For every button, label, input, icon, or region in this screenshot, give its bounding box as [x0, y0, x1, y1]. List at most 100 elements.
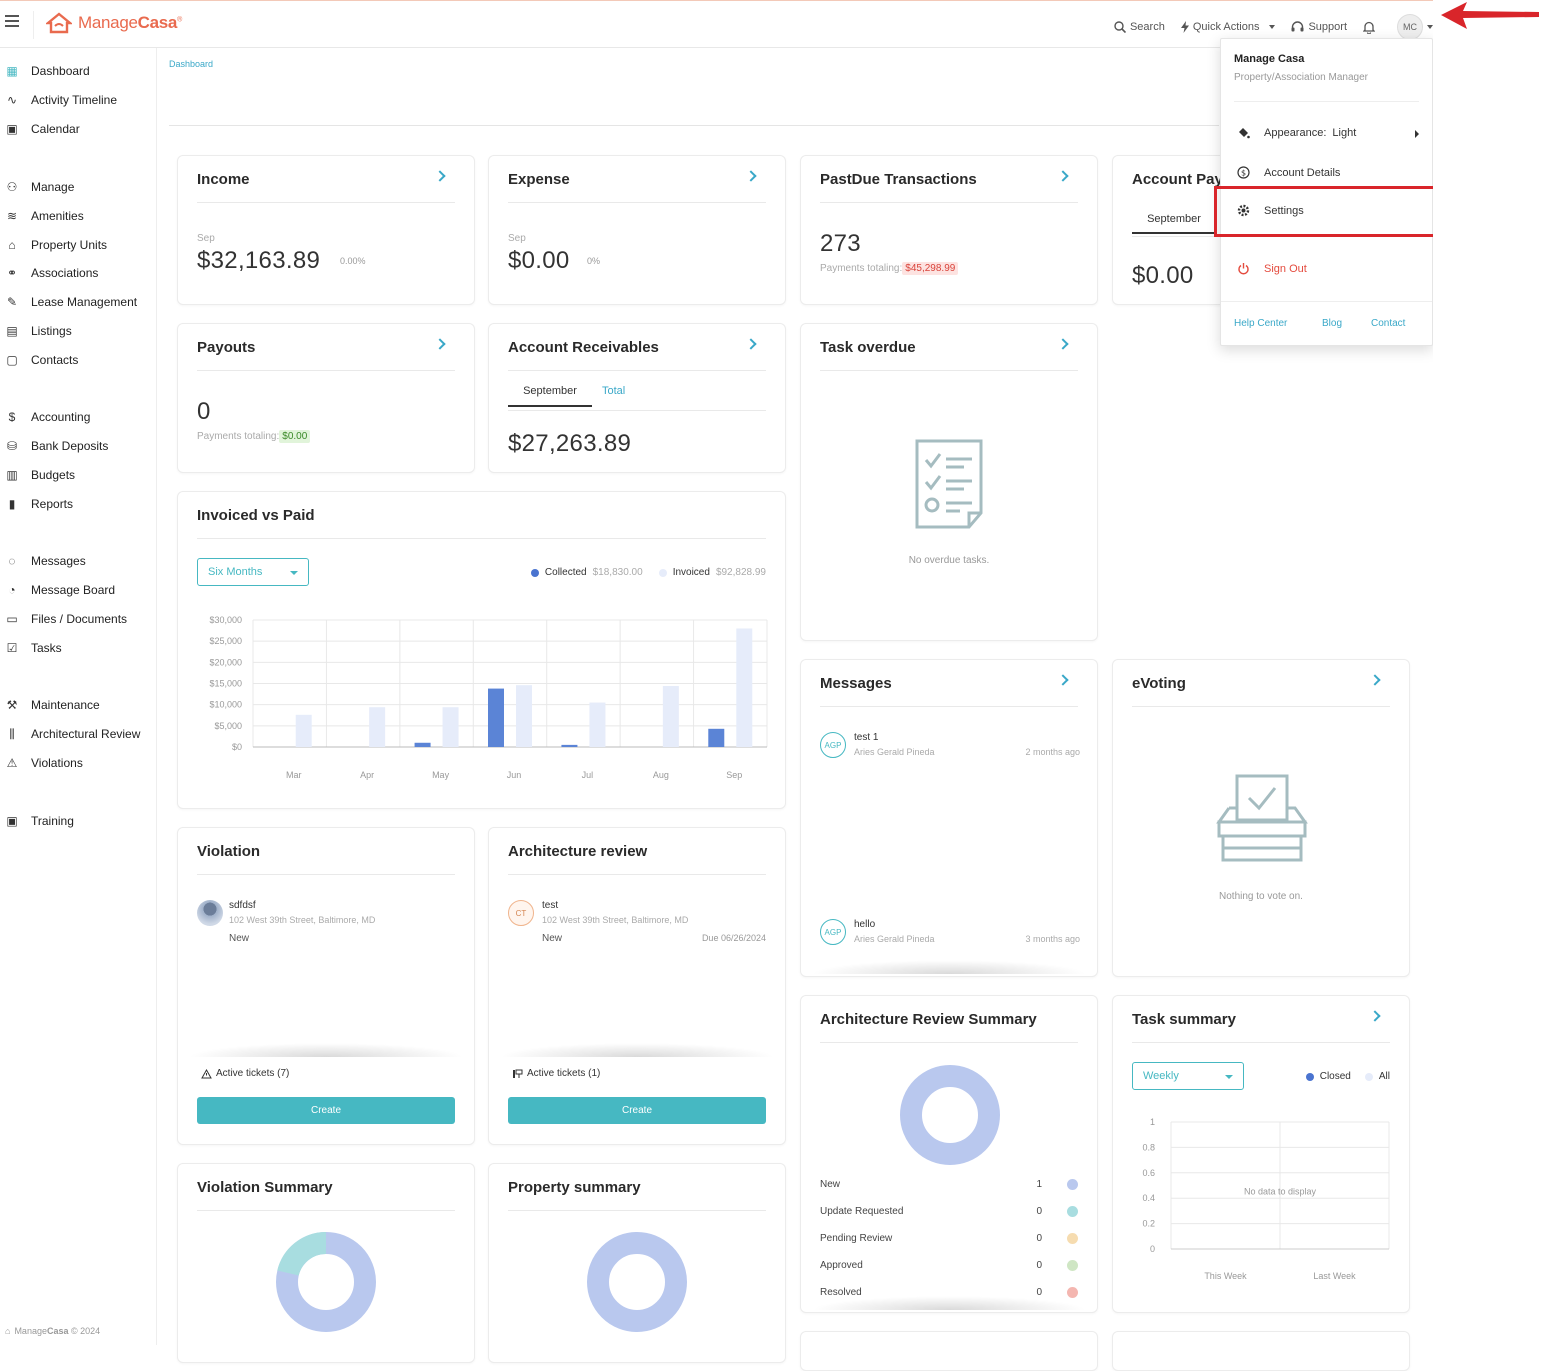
listing-icon: ▤ — [6, 324, 18, 338]
search-button[interactable]: Search — [1114, 21, 1165, 33]
payouts-count: 0 — [197, 398, 211, 425]
sidebar-item-lease-management[interactable]: ✎ Lease Management — [5, 293, 137, 311]
sidebar-item-budgets[interactable]: ▥ Budgets — [5, 466, 75, 484]
help-center-link[interactable]: Help Center — [1234, 318, 1288, 329]
avatar: AGP — [820, 732, 846, 758]
sidebar-item-message-board[interactable]: ◔ Message Board — [5, 581, 115, 599]
sidebar-item-activity-timeline[interactable]: ∿ Activity Timeline — [5, 91, 117, 109]
contacts-icon: ▢ — [6, 353, 18, 367]
period-select[interactable]: Six Months — [197, 558, 309, 586]
property-summary-card: Property summary — [488, 1163, 786, 1363]
messages-card[interactable]: Messages AGP test 1 Aries Gerald Pineda … — [800, 659, 1098, 977]
sidebar-item-messages[interactable]: ◌ Messages — [5, 552, 85, 570]
violation-name[interactable]: sdfdsf — [229, 900, 256, 911]
architecture-review-card[interactable]: Architecture review CT test 102 West 39t… — [488, 827, 786, 1145]
receivables-card[interactable]: Account Receivables September Total $27,… — [488, 323, 786, 473]
appearance-value: Light — [1332, 127, 1357, 139]
sidebar-item-property-units[interactable]: ⌂ Property Units — [5, 236, 107, 254]
chevron-right-icon[interactable] — [434, 338, 446, 350]
sidebar-item-label: Calendar — [31, 122, 80, 136]
legend-dot-closed — [1305, 1072, 1314, 1081]
sidebar-item-associations[interactable]: ⚭ Associations — [5, 264, 98, 282]
sidebar-item-dashboard[interactable]: ▦ Dashboard — [5, 62, 89, 80]
avatar-chevron-icon[interactable] — [1427, 25, 1433, 29]
tab-september[interactable]: September — [508, 385, 592, 407]
y-tick-label: $15,000 — [209, 679, 242, 689]
sidebar-item-label: Property Units — [31, 238, 108, 252]
chevron-right-icon[interactable] — [745, 338, 757, 350]
message-item[interactable]: AGP test 1 Aries Gerald Pineda 2 months … — [820, 732, 1080, 762]
expense-card[interactable]: Expense Sep $0.00 0% — [488, 155, 786, 305]
contact-link[interactable]: Contact — [1371, 318, 1406, 329]
sidebar-item-tasks[interactable]: ☑ Tasks — [5, 639, 62, 657]
appearance-menu-item[interactable]: Appearance: Light — [1237, 127, 1419, 139]
active-tickets-label: Active tickets (1) — [527, 1068, 601, 1079]
sidebar-item-maintenance[interactable]: ⚒ Maintenance — [5, 696, 100, 714]
y-tick-label: $30,000 — [209, 615, 242, 625]
account-details-menu-item[interactable]: $ Account Details — [1237, 166, 1340, 179]
pool-icon: ≋ — [6, 209, 18, 223]
chevron-right-icon[interactable] — [434, 170, 446, 182]
sidebar-item-bank-deposits[interactable]: ⛁ Bank Deposits — [5, 437, 108, 455]
chevron-right-icon[interactable] — [745, 170, 757, 182]
chevron-right-icon[interactable] — [1369, 674, 1381, 686]
card-title: Invoiced vs Paid — [197, 507, 315, 524]
card-title: Account Receivables — [508, 339, 659, 356]
pastdue-card[interactable]: PastDue Transactions 273 Payments totali… — [800, 155, 1098, 305]
create-arch-button[interactable]: Create — [508, 1097, 766, 1124]
sidebar-item-manage[interactable]: ⚇ Manage — [5, 178, 75, 196]
notifications-button[interactable] — [1363, 21, 1375, 34]
income-card[interactable]: Income Sep $32,163.89 0.00% — [177, 155, 475, 305]
training-icon: ▣ — [6, 814, 18, 828]
bar-invoiced — [369, 707, 386, 747]
sidebar-item-architectural-review[interactable]: ⫼ Architectural Review — [5, 725, 140, 743]
manage-icon: ⚇ — [6, 180, 18, 194]
quick-actions-button[interactable]: Quick Actions — [1180, 21, 1276, 33]
y-tick-label: 1 — [1150, 1117, 1155, 1127]
settings-menu-item[interactable]: Settings — [1237, 204, 1304, 217]
violation-card[interactable]: Violation sdfdsf 102 West 39th Street, B… — [177, 827, 475, 1145]
brand-logo[interactable]: ManageCasa® — [46, 12, 182, 34]
annotation-margin — [1433, 0, 1541, 1345]
task-period-select[interactable]: Weekly — [1132, 1062, 1244, 1090]
blog-link[interactable]: Blog — [1322, 318, 1343, 329]
sidebar-item-calendar[interactable]: ▣ Calendar — [5, 120, 80, 138]
menu-icon[interactable] — [5, 15, 19, 27]
chevron-right-icon[interactable] — [1057, 170, 1069, 182]
tab-total[interactable]: Total — [602, 385, 626, 397]
donut-slice-secondary — [277, 1231, 327, 1277]
sidebar-item-amenities[interactable]: ≋ Amenities — [5, 207, 84, 225]
sidebar-item-violations[interactable]: ⚠ Violations — [5, 754, 83, 772]
sidebar-item-listings[interactable]: ▤ Listings — [5, 322, 71, 340]
legend-collected-label: Collected — [544, 567, 587, 578]
task-summary-card[interactable]: Task summary Weekly Closed All 0 0.2 0.4 0.… — [1112, 995, 1410, 1313]
task-overdue-card[interactable]: Task overdue No overdue tasks. — [800, 323, 1098, 641]
chevron-right-icon[interactable] — [1369, 1010, 1381, 1022]
sidebar-item-training[interactable]: ▣ Training — [5, 812, 74, 830]
sidebar-item-files-documents[interactable]: ▭ Files / Documents — [5, 610, 127, 628]
message-item[interactable]: AGP hello Aries Gerald Pineda 3 months a… — [820, 919, 1080, 949]
create-violation-button[interactable]: Create — [197, 1097, 455, 1124]
sidebar-item-contacts[interactable]: ▢ Contacts — [5, 351, 78, 369]
payouts-card[interactable]: Payouts 0 Payments totaling: $0.00 — [177, 323, 475, 473]
chevron-right-icon[interactable] — [1057, 338, 1069, 350]
active-tickets[interactable]: Active tickets (1) — [512, 1068, 600, 1079]
sidebar-item-label: Contacts — [31, 353, 79, 367]
tab-september[interactable]: September — [1132, 213, 1216, 234]
chevron-right-icon[interactable] — [1057, 674, 1069, 686]
sidebar-item-label: Architectural Review — [31, 727, 141, 741]
user-avatar[interactable]: MC — [1397, 14, 1423, 40]
legend-closed-label: Closed — [1319, 1071, 1351, 1082]
sidebar-item-accounting[interactable]: $ Accounting — [5, 408, 91, 426]
headset-icon — [1291, 21, 1304, 32]
active-tickets[interactable]: Active tickets (7) — [201, 1068, 289, 1079]
sidebar-item-reports[interactable]: ▮ Reports — [5, 495, 73, 513]
arch-name[interactable]: test — [542, 900, 559, 911]
support-button[interactable]: Support — [1291, 21, 1347, 33]
arch-summary-donut — [900, 1065, 1000, 1165]
breadcrumb[interactable]: Dashboard — [169, 59, 214, 69]
sign-out-menu-item[interactable]: Sign Out — [1237, 262, 1307, 275]
y-tick-label: 0.8 — [1142, 1142, 1155, 1152]
budget-icon: ▥ — [6, 468, 18, 482]
evoting-card[interactable]: eVoting Nothing to vote on. — [1112, 659, 1410, 977]
